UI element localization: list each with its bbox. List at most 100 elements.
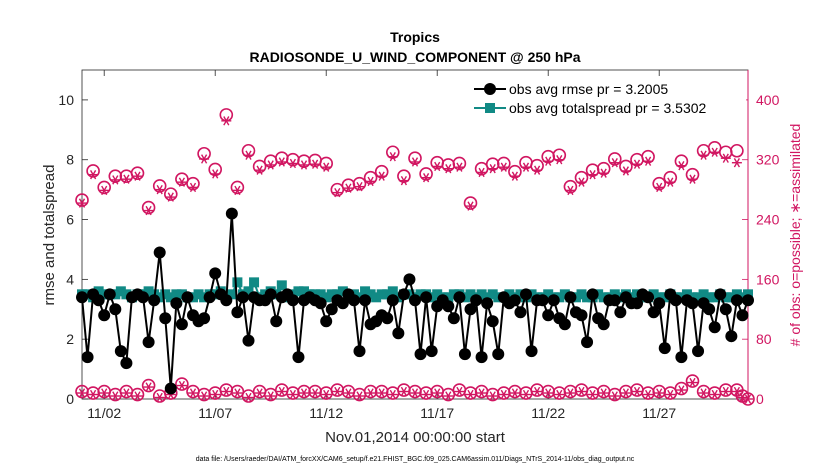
obs-possible-marker xyxy=(186,176,200,191)
rmse-point xyxy=(520,288,532,301)
obs-assimilated-stroke xyxy=(644,389,652,400)
obs-assimilated-marker xyxy=(576,386,587,397)
obs-assimilated-stroke xyxy=(123,388,130,398)
obs-assimilated-stroke xyxy=(478,167,485,178)
obs-possible-marker xyxy=(574,170,589,185)
legend-box xyxy=(470,77,746,119)
obs-possible-marker xyxy=(496,156,511,171)
obs-assimilated-stroke xyxy=(278,386,285,397)
obs-assimilated-stroke xyxy=(733,158,741,168)
obs-assimilated-stroke xyxy=(739,392,746,403)
totalspread-point xyxy=(576,289,587,300)
rmse-point xyxy=(220,294,233,307)
rmse-point xyxy=(692,345,705,358)
obs-possible-marker xyxy=(297,154,311,169)
obs-possible-marker xyxy=(363,170,378,185)
obs-assimilated-marker xyxy=(632,159,642,169)
obs-possible-marker xyxy=(463,196,478,210)
obs-possible-marker xyxy=(97,180,111,195)
obs-assimilated-stroke xyxy=(678,161,685,171)
totalspread-point xyxy=(365,289,376,300)
obs-assimilated-marker xyxy=(454,162,465,172)
obs-assimilated-stroke xyxy=(267,160,274,170)
x-tick-label: 11/17 xyxy=(420,405,454,421)
obs-assimilated-marker xyxy=(254,165,265,175)
y-right-tick-label: 240 xyxy=(756,212,780,228)
rmse-point xyxy=(170,297,183,310)
rmse-point xyxy=(686,297,699,310)
obs-assimilated-stroke xyxy=(633,386,641,397)
data-file-footer: data file: /Users/raeder/DAI/ATM_forcXX/… xyxy=(196,456,635,463)
totalspread-point xyxy=(354,292,365,303)
obs-assimilated-marker xyxy=(465,389,476,400)
rmse-point xyxy=(470,294,483,307)
y-axis-right-ticks: 0 80 160 240 320 400 xyxy=(742,70,780,407)
obs-assimilated-marker xyxy=(687,377,698,388)
rmse-point xyxy=(481,297,494,310)
obs-assimilated-marker xyxy=(299,160,309,170)
obs-possible-marker xyxy=(508,164,522,179)
obs-assimilated-stroke xyxy=(212,389,219,400)
rmse-point xyxy=(464,303,477,316)
totalspread-point xyxy=(448,289,459,300)
totalspread-point xyxy=(704,292,715,303)
obs-assimilated-marker xyxy=(287,158,298,169)
y-left-tick-label: 10 xyxy=(58,92,74,108)
obs-assimilated-marker xyxy=(565,185,576,196)
obs-assimilated-stroke xyxy=(267,391,274,401)
obs-assimilated-marker xyxy=(232,388,243,398)
rmse-point xyxy=(742,294,754,307)
obs-assimilated-marker xyxy=(498,162,509,172)
y-right-tick-label: 0 xyxy=(756,391,764,407)
obs-possible-marker xyxy=(86,164,100,178)
obs-assimilated-marker xyxy=(265,391,276,401)
obs-assimilated-marker xyxy=(110,391,121,401)
obs-assimilated-marker xyxy=(299,388,309,398)
obs-assimilated-stroke xyxy=(145,382,152,392)
rmse-point xyxy=(114,345,127,358)
obs-assimilated-marker xyxy=(265,160,276,170)
obs-assimilated-marker xyxy=(210,389,221,400)
rmse-point xyxy=(325,303,338,316)
obs-assimilated-stroke xyxy=(456,162,463,172)
obs-assimilated-stroke xyxy=(200,391,208,401)
rmse-point xyxy=(442,300,455,313)
totalspread-point xyxy=(337,286,348,297)
totalspread-point xyxy=(648,289,659,300)
obs-assimilated-marker xyxy=(576,177,587,187)
obs-assimilated-stroke xyxy=(189,388,197,398)
obs-assimilated-marker xyxy=(731,158,742,168)
obs-assimilated-marker xyxy=(565,388,576,398)
totalspread-point xyxy=(121,289,132,300)
totalspread-point xyxy=(476,289,487,300)
totalspread-point xyxy=(432,289,443,300)
obs-assimilated-stroke xyxy=(689,174,696,184)
rmse-point xyxy=(231,306,244,319)
obs-assimilated-stroke xyxy=(633,159,641,169)
obs-assimilated-marker xyxy=(432,161,443,172)
obs-assimilated-marker xyxy=(665,389,676,400)
rmse-point xyxy=(608,294,621,307)
rmse-point xyxy=(614,306,627,319)
obs-assimilated-stroke xyxy=(400,386,408,397)
obs-possible-marker xyxy=(175,377,189,391)
totalspread-point xyxy=(315,289,326,300)
obs-assimilated-stroke xyxy=(434,388,441,398)
rmse-point xyxy=(359,294,372,307)
totalspread-point xyxy=(371,292,382,303)
obs-assimilated-stroke xyxy=(667,389,674,400)
obs-assimilated-stroke xyxy=(556,155,563,165)
obs-assimilated-marker xyxy=(643,156,654,166)
rmse-point xyxy=(669,294,682,307)
obs-assimilated-stroke xyxy=(611,391,618,401)
y-axis-left-label: rmse and totalspread xyxy=(41,165,58,306)
obs-possible-marker xyxy=(130,387,145,402)
obs-assimilated-stroke xyxy=(289,158,297,169)
rmse-point xyxy=(708,321,721,334)
obs-possible-marker xyxy=(130,166,145,180)
totalspread-point xyxy=(143,286,154,297)
obs-assimilated-marker xyxy=(343,183,354,193)
rmse-point xyxy=(92,294,105,307)
obs-assimilated-stroke xyxy=(533,165,541,175)
